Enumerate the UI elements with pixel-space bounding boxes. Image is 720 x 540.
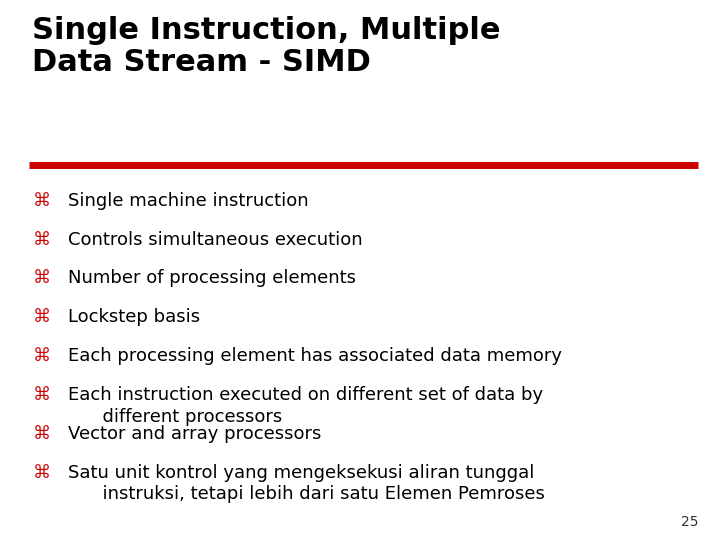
Text: ⌘: ⌘	[32, 192, 50, 210]
Text: Vector and array processors: Vector and array processors	[68, 425, 322, 443]
Text: Lockstep basis: Lockstep basis	[68, 308, 201, 326]
Text: Each instruction executed on different set of data by
      different processors: Each instruction executed on different s…	[68, 386, 544, 426]
Text: Satu unit kontrol yang mengeksekusi aliran tunggal
      instruksi, tetapi lebih: Satu unit kontrol yang mengeksekusi alir…	[68, 464, 545, 503]
Text: ⌘: ⌘	[32, 347, 50, 365]
Text: 25: 25	[681, 515, 698, 529]
Text: ⌘: ⌘	[32, 231, 50, 248]
Text: ⌘: ⌘	[32, 308, 50, 326]
Text: Controls simultaneous execution: Controls simultaneous execution	[68, 231, 363, 248]
Text: Each processing element has associated data memory: Each processing element has associated d…	[68, 347, 562, 365]
Text: Number of processing elements: Number of processing elements	[68, 269, 356, 287]
Text: Single Instruction, Multiple
Data Stream - SIMD: Single Instruction, Multiple Data Stream…	[32, 16, 501, 77]
Text: ⌘: ⌘	[32, 464, 50, 482]
Text: Single machine instruction: Single machine instruction	[68, 192, 309, 210]
Text: ⌘: ⌘	[32, 386, 50, 404]
Text: ⌘: ⌘	[32, 425, 50, 443]
Text: ⌘: ⌘	[32, 269, 50, 287]
